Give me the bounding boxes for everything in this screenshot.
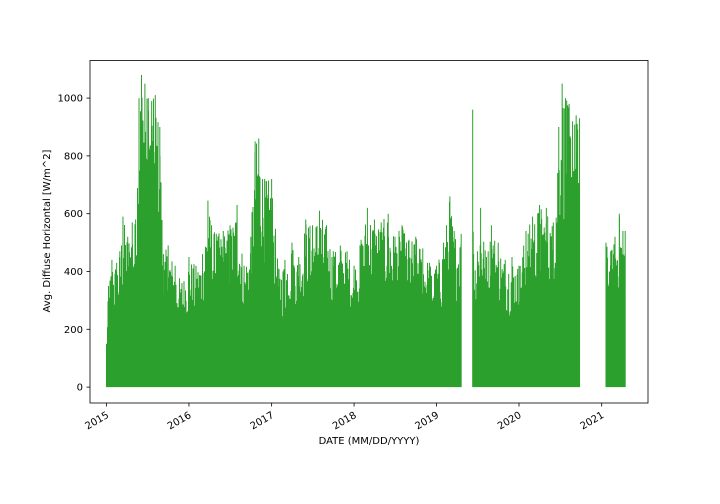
series-line-segment xyxy=(472,83,581,388)
series-line-segment xyxy=(605,213,626,388)
plot-frame xyxy=(89,60,649,404)
y-tick-label: 200 xyxy=(64,325,83,336)
series-line-segment xyxy=(105,74,462,388)
y-tick-label: 0 xyxy=(77,383,83,394)
series-layer xyxy=(105,74,626,388)
y-tick-label: 1000 xyxy=(58,94,83,105)
y-tick-label: 600 xyxy=(64,209,83,220)
y-tick-label: 800 xyxy=(64,151,83,162)
y-axis-label: Avg. Diffuse Horizontal [W/m^2] xyxy=(42,149,53,312)
y-tick-label: 400 xyxy=(64,267,83,278)
x-axis-label: DATE (MM/DD/YYYY) xyxy=(319,436,420,447)
y-axis-ticks: 0 200 400 600 800 1000 xyxy=(58,94,90,394)
